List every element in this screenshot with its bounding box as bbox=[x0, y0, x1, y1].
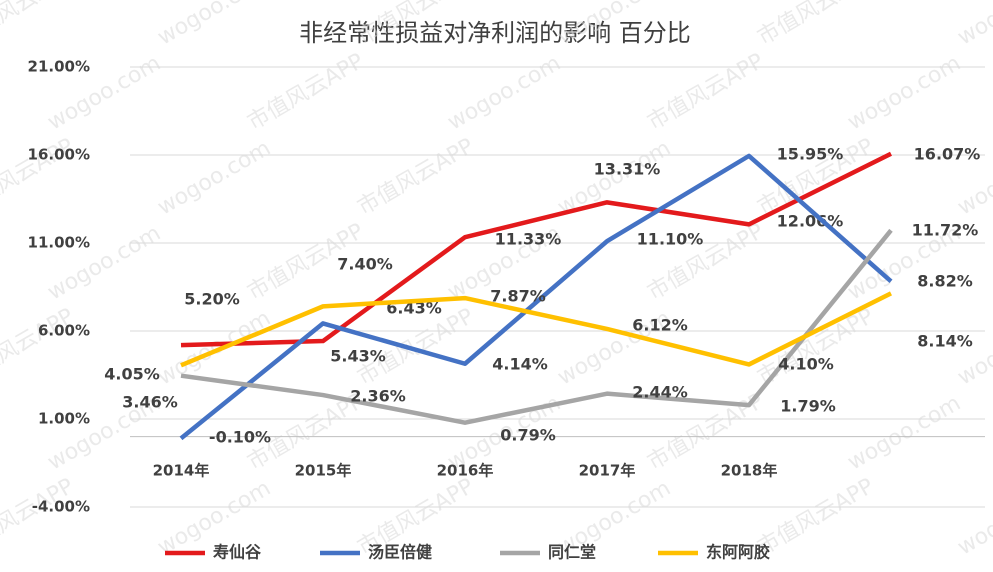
watermark-text: wogoo.com bbox=[844, 391, 966, 476]
watermark-text: wogoo.com bbox=[844, 51, 966, 136]
x-tick-label: 2016年 bbox=[437, 462, 494, 480]
watermark-text: wogoo.com bbox=[444, 51, 566, 136]
data-label: 2.36% bbox=[350, 387, 406, 406]
x-tick-label: 2015年 bbox=[295, 462, 352, 480]
y-tick-label: 21.00% bbox=[28, 58, 90, 76]
x-tick-label: 2014年 bbox=[153, 462, 210, 480]
data-label: 11.10% bbox=[637, 230, 704, 249]
y-tick-label: 1.00% bbox=[38, 410, 90, 428]
data-label: 8.82% bbox=[917, 272, 973, 291]
legend-label: 同仁堂 bbox=[548, 543, 596, 562]
watermark-text: 市值风云APP bbox=[0, 304, 78, 390]
data-label: 5.43% bbox=[330, 347, 386, 366]
watermark-text: 市值风云APP bbox=[354, 134, 479, 220]
data-label: 16.07% bbox=[914, 145, 981, 164]
data-label: 0.79% bbox=[500, 426, 556, 445]
watermark-text: wogoo.com bbox=[954, 0, 993, 50]
series-line bbox=[179, 153, 893, 441]
data-label: 1.79% bbox=[780, 397, 836, 416]
legend-label: 寿仙谷 bbox=[213, 543, 262, 562]
watermark-text: 市值风云APP bbox=[644, 49, 769, 135]
watermark-text: 市值风云APP bbox=[754, 0, 879, 50]
data-label: -0.10% bbox=[209, 428, 271, 447]
y-tick-label: -4.00% bbox=[32, 498, 90, 516]
data-label: 5.20% bbox=[184, 290, 240, 309]
x-tick-label: 2017年 bbox=[579, 462, 636, 480]
watermark-text: wogoo.com bbox=[154, 136, 276, 221]
series-line bbox=[180, 291, 893, 368]
legend-label: 汤臣倍健 bbox=[368, 543, 432, 562]
data-label: 11.72% bbox=[912, 221, 979, 240]
y-tick-label: 16.00% bbox=[28, 146, 90, 164]
legend-label: 东阿阿胶 bbox=[706, 543, 770, 562]
data-label: 15.95% bbox=[777, 145, 844, 164]
watermark-text: 市值风云APP bbox=[0, 474, 78, 560]
data-label: 11.33% bbox=[495, 230, 562, 249]
series-line bbox=[180, 228, 893, 425]
watermark-text: wogoo.com bbox=[954, 476, 993, 561]
data-label: 6.12% bbox=[632, 316, 688, 335]
data-label: 4.14% bbox=[492, 355, 548, 374]
y-tick-label: 6.00% bbox=[38, 322, 90, 340]
data-label: 4.05% bbox=[104, 365, 160, 384]
data-label: 2.44% bbox=[632, 383, 688, 402]
data-label: 13.31% bbox=[594, 160, 661, 179]
data-label: 7.87% bbox=[490, 287, 546, 306]
watermark-text: 市值风云APP bbox=[0, 0, 78, 50]
watermark-text: 市值风云APP bbox=[244, 49, 369, 135]
x-tick-label: 2018年 bbox=[721, 462, 778, 480]
data-label: 3.46% bbox=[122, 393, 178, 412]
data-label: 7.40% bbox=[337, 255, 393, 274]
chart-title: 非经常性损益对净利润的影响 百分比 bbox=[299, 19, 691, 47]
watermark: 市值风云APP wogoo.com 市值风云APP wogoo.com 市值风云APP w… bbox=[0, 0, 993, 560]
watermark-text: wogoo.com bbox=[154, 0, 276, 50]
data-label: 8.14% bbox=[917, 332, 973, 351]
y-tick-label: 11.00% bbox=[28, 234, 90, 252]
watermark-text: 市值风云APP bbox=[754, 474, 879, 560]
data-label: 4.10% bbox=[778, 355, 834, 374]
